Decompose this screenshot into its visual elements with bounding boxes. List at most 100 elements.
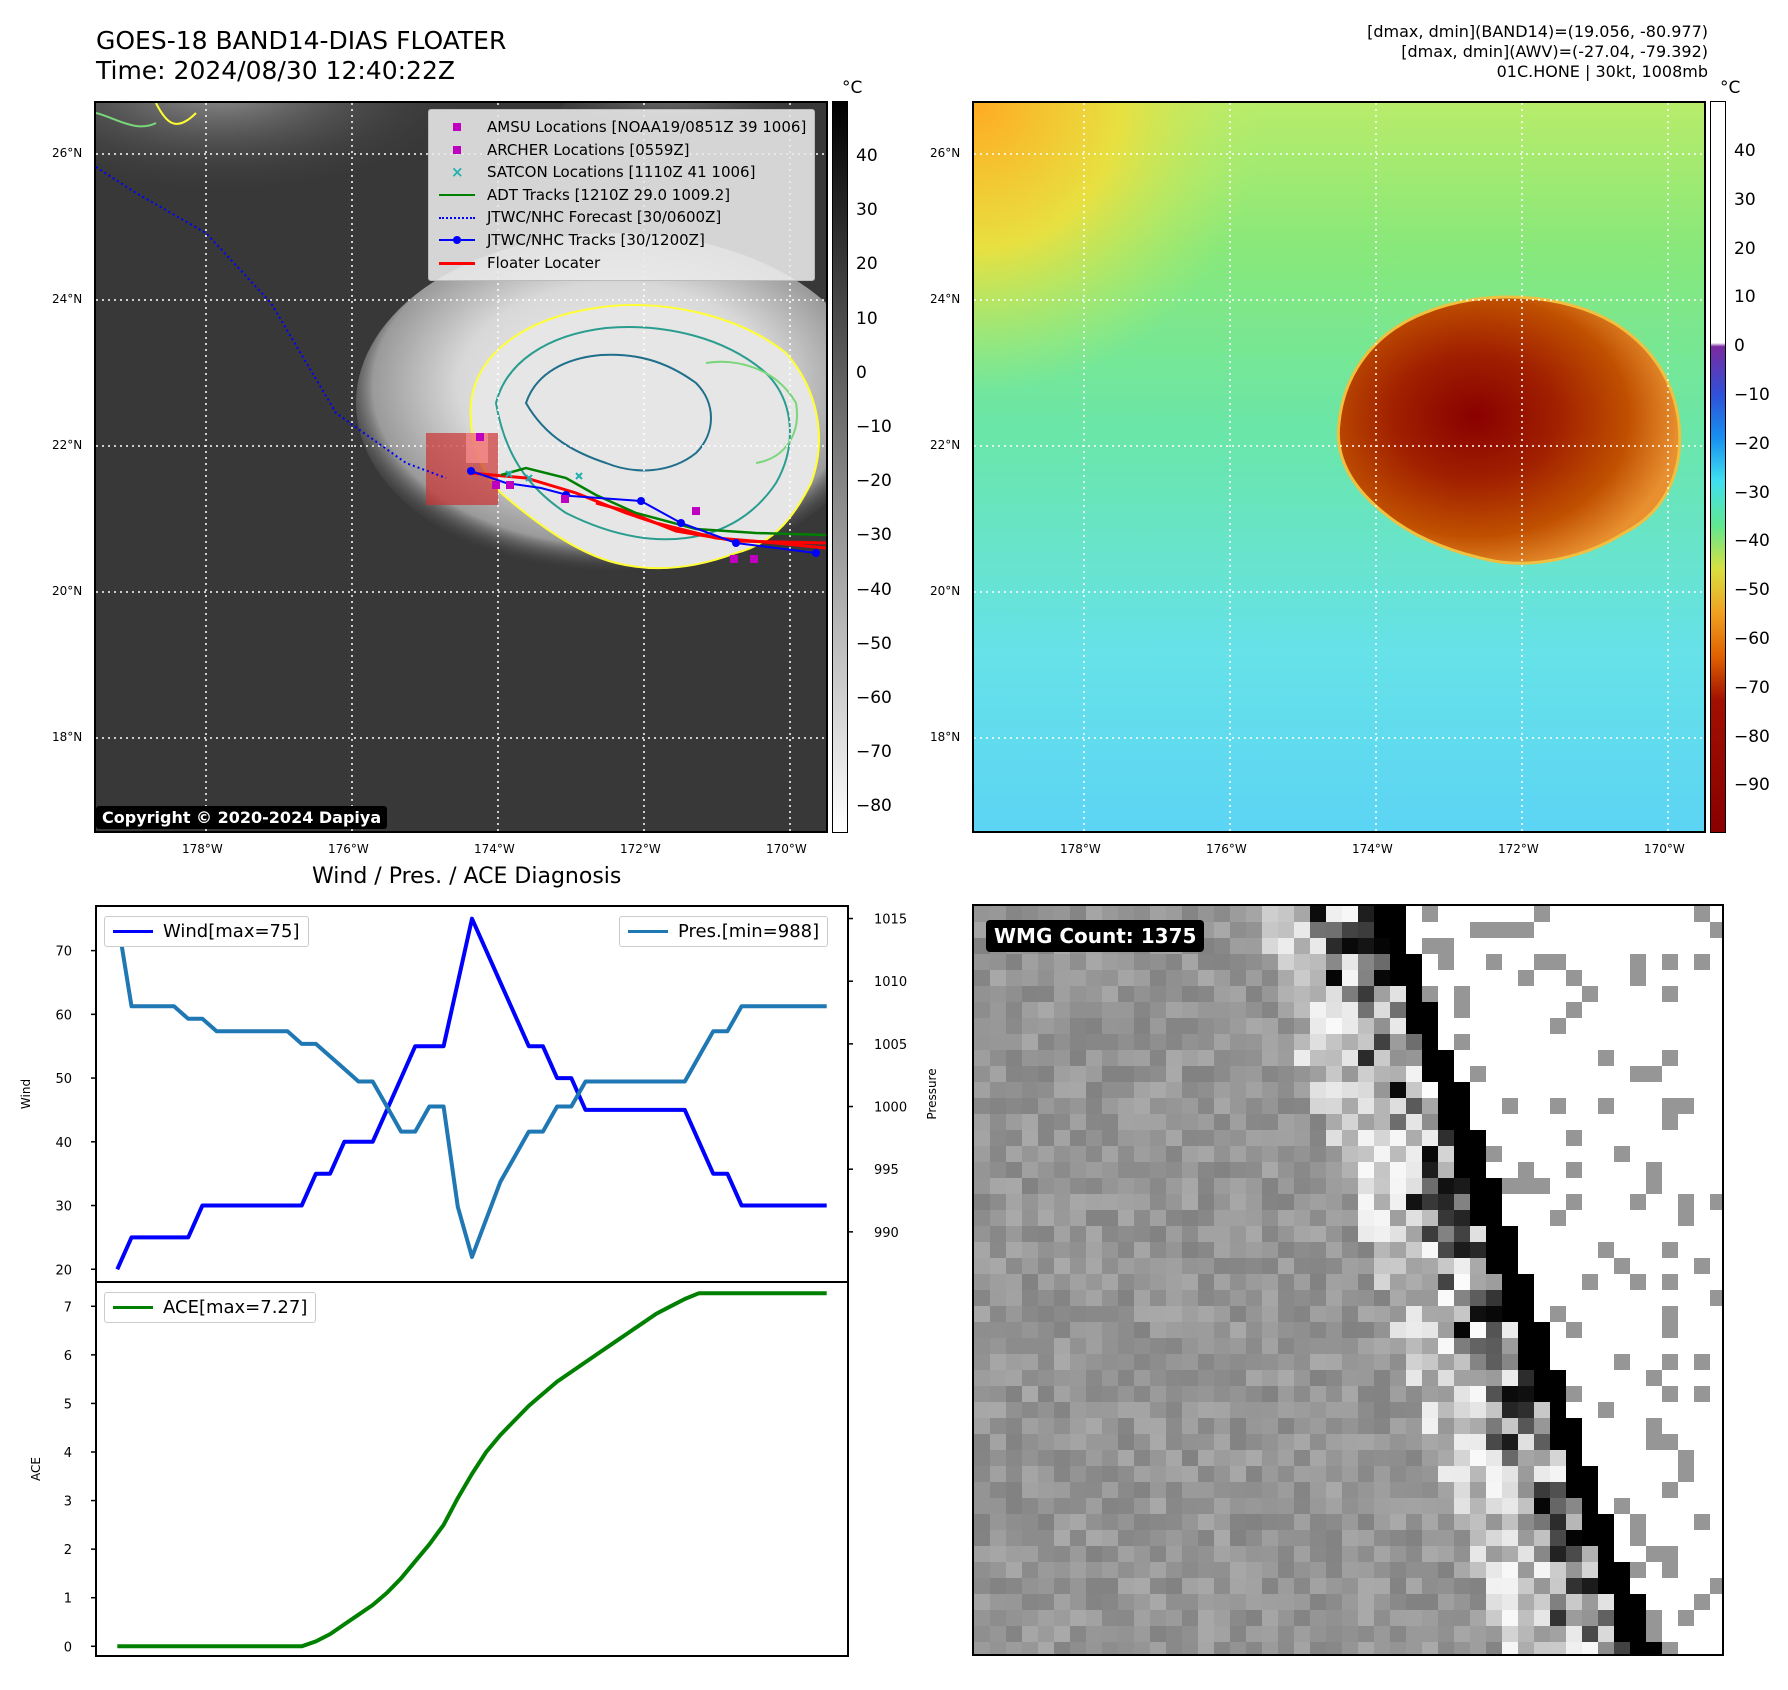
wmg-cell — [1262, 1274, 1278, 1290]
wmg-cell — [1678, 1418, 1694, 1434]
wmg-cell — [1038, 970, 1054, 986]
wmg-cell — [1150, 1482, 1166, 1498]
wmg-cell — [1086, 1162, 1102, 1178]
wmg-cell — [1374, 1258, 1390, 1274]
wmg-cell — [1070, 1642, 1086, 1654]
wmg-cell — [1342, 1594, 1358, 1610]
wmg-cell — [1118, 1514, 1134, 1530]
wmg-cell — [1518, 1002, 1534, 1018]
wmg-cell — [1006, 1514, 1022, 1530]
wmg-cell — [1006, 986, 1022, 1002]
wmg-cell — [1230, 1114, 1246, 1130]
wmg-cell — [1566, 1066, 1582, 1082]
wmg-cell — [1326, 1578, 1342, 1594]
wmg-cell — [1534, 1114, 1550, 1130]
wmg-cell — [1582, 1258, 1598, 1274]
wmg-cell — [1310, 1322, 1326, 1338]
wmg-cell — [1310, 1290, 1326, 1306]
wmg-cell — [1454, 1578, 1470, 1594]
wmg-cell — [1246, 1130, 1262, 1146]
wmg-cell — [1630, 1274, 1646, 1290]
wmg-cell — [1454, 1130, 1470, 1146]
wmg-cell — [1294, 1610, 1310, 1626]
y-right-tick-label: 1000 — [874, 1101, 907, 1116]
wmg-cell — [1070, 1258, 1086, 1274]
wmg-cell — [1022, 1434, 1038, 1450]
wmg-cell — [1534, 1306, 1550, 1322]
wmg-cell — [1262, 1434, 1278, 1450]
wmg-cell — [1166, 1434, 1182, 1450]
wmg-cell — [1038, 1386, 1054, 1402]
wmg-cell — [1070, 1290, 1086, 1306]
wind-legend-label: Wind[max=75] — [163, 921, 300, 942]
wmg-cell — [1166, 1418, 1182, 1434]
wmg-cell — [1182, 1530, 1198, 1546]
wmg-cell — [1310, 1610, 1326, 1626]
wmg-cell — [1534, 1178, 1550, 1194]
wmg-cell — [1246, 1322, 1262, 1338]
wmg-cell — [1534, 1162, 1550, 1178]
wmg-cell — [1326, 1082, 1342, 1098]
wmg-cell — [1006, 1258, 1022, 1274]
wmg-cell — [1150, 1098, 1166, 1114]
wmg-cell — [1454, 1322, 1470, 1338]
wmg-cell — [1278, 906, 1294, 922]
wmg-cell — [1582, 1562, 1598, 1578]
wmg-cell — [1054, 1594, 1070, 1610]
wmg-cell — [1150, 1338, 1166, 1354]
wmg-cell — [1326, 1226, 1342, 1242]
wmg-cell — [1262, 1562, 1278, 1578]
wmg-cell — [1710, 1130, 1722, 1146]
wmg-cell — [1486, 1610, 1502, 1626]
wmg-cell — [1422, 1354, 1438, 1370]
wmg-cell — [1070, 1178, 1086, 1194]
wmg-cell — [1150, 1242, 1166, 1258]
wmg-cell — [1134, 1306, 1150, 1322]
lat-label: 20°N — [52, 584, 83, 598]
wmg-cell — [1470, 1370, 1486, 1386]
wmg-cell — [1438, 1066, 1454, 1082]
wmg-cell — [1022, 1594, 1038, 1610]
wmg-cell — [1438, 1306, 1454, 1322]
wmg-cell — [1582, 1050, 1598, 1066]
y-tick-label: 3 — [64, 1495, 72, 1510]
wmg-cell — [1294, 1274, 1310, 1290]
wmg-cell — [1326, 1098, 1342, 1114]
wmg-cell — [1550, 1130, 1566, 1146]
wmg-cell — [1214, 1482, 1230, 1498]
wmg-cell — [1246, 1210, 1262, 1226]
wmg-cell — [1198, 1114, 1214, 1130]
wmg-cell — [1678, 1514, 1694, 1530]
wmg-cell — [1118, 1242, 1134, 1258]
wmg-cell — [1630, 970, 1646, 986]
wmg-cell — [1422, 1546, 1438, 1562]
lon-label: 174°W — [1352, 842, 1393, 856]
wmg-cell — [1102, 1130, 1118, 1146]
wmg-cell — [1390, 1226, 1406, 1242]
wmg-cell — [1358, 1546, 1374, 1562]
wmg-cell — [1502, 1466, 1518, 1482]
wmg-cell — [1278, 1194, 1294, 1210]
wmg-cell — [1598, 1402, 1614, 1418]
wmg-cell — [1070, 1578, 1086, 1594]
wmg-cell — [1486, 1642, 1502, 1654]
wmg-cell — [1582, 1530, 1598, 1546]
wmg-cell — [1262, 1402, 1278, 1418]
wmg-cell — [1406, 1114, 1422, 1130]
lon-label: 170°W — [1644, 842, 1685, 856]
wmg-cell — [1278, 1242, 1294, 1258]
ace-legend-label: ACE[max=7.27] — [163, 1297, 308, 1318]
wmg-cell — [1390, 970, 1406, 986]
wmg-cell — [1422, 1466, 1438, 1482]
wmg-cell — [1086, 1002, 1102, 1018]
wmg-cell — [1006, 1466, 1022, 1482]
wmg-cell — [1086, 1194, 1102, 1210]
wmg-cell — [1502, 1082, 1518, 1098]
wmg-cell — [1102, 1034, 1118, 1050]
wmg-cell — [1198, 1258, 1214, 1274]
wmg-cell — [1182, 986, 1198, 1002]
wmg-cell — [1118, 954, 1134, 970]
wmg-cell — [1694, 986, 1710, 1002]
wmg-cell — [1390, 1354, 1406, 1370]
wmg-cell — [1406, 1530, 1422, 1546]
